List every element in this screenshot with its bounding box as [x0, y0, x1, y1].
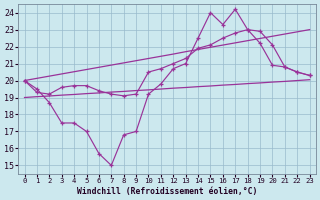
X-axis label: Windchill (Refroidissement éolien,°C): Windchill (Refroidissement éolien,°C) [77, 187, 257, 196]
